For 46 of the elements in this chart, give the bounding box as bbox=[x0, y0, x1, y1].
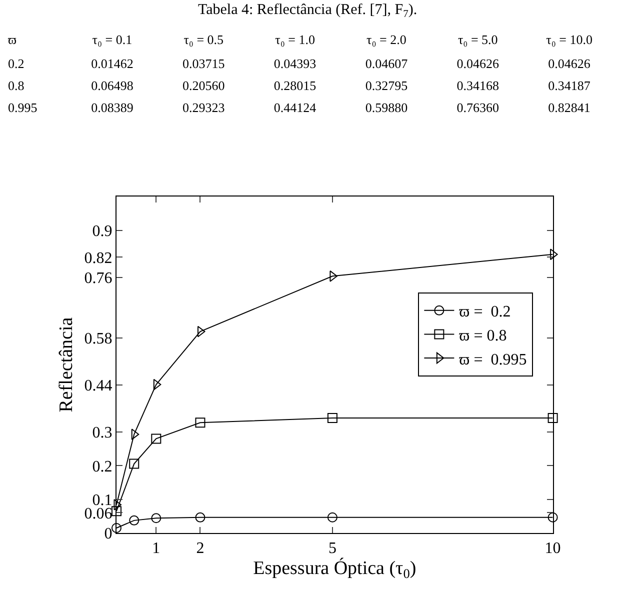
legend-label: ϖ = 0.2 bbox=[459, 304, 511, 321]
x-axis-title: Espessura Óptica (τ$_{0}$) bbox=[253, 557, 416, 582]
y-tick-label: 0.9 bbox=[92, 222, 112, 240]
y-tick-label: 0.82 bbox=[84, 250, 112, 267]
text: 0.04626 bbox=[548, 56, 591, 72]
y-tick-label: 0.3 bbox=[92, 424, 112, 442]
text: τ₀ = 10.0 bbox=[546, 32, 592, 48]
chart-title: Tabela 4: Reflectância (Ref. [7], F$_{7}$). bbox=[198, 2, 418, 20]
text: 0.03715 bbox=[182, 56, 225, 72]
text: 0.34168 bbox=[456, 78, 499, 94]
text: 0.29323 bbox=[182, 100, 225, 116]
y-tick-label: 0.44 bbox=[84, 378, 112, 395]
text: 0.2 bbox=[8, 56, 24, 72]
x-tick-label: 2 bbox=[196, 540, 204, 558]
text: 0.20560 bbox=[182, 78, 225, 94]
legend-label: ϖ = 0.995 bbox=[459, 351, 527, 368]
y-tick-label: 0.76 bbox=[84, 270, 112, 287]
x-tick-label: 1 bbox=[152, 540, 160, 558]
text: 0.28015 bbox=[274, 78, 316, 94]
text: 0.34187 bbox=[548, 78, 591, 94]
text: 0.04393 bbox=[274, 56, 316, 72]
text: 0.08389 bbox=[91, 100, 134, 116]
y-tick-label: 0 bbox=[104, 526, 112, 543]
y-axis-title: Reflectância bbox=[56, 316, 78, 412]
text: 0.32795 bbox=[365, 78, 408, 94]
text: 0.06498 bbox=[91, 78, 134, 94]
text: ϖ bbox=[8, 32, 17, 48]
text: 0.04607 bbox=[365, 56, 408, 72]
text: τ₀ = 1.0 bbox=[275, 32, 315, 48]
text: 0.59880 bbox=[365, 100, 408, 116]
text: 0.04626 bbox=[456, 56, 500, 72]
text: 0.76360 bbox=[456, 100, 499, 116]
text: 0.44124 bbox=[274, 100, 317, 116]
y-tick-label: 0.58 bbox=[84, 330, 112, 348]
text: τ₀ = 0.5 bbox=[184, 32, 224, 48]
text: 0.82841 bbox=[548, 100, 590, 116]
legend-label: ϖ = 0.8 bbox=[459, 327, 507, 344]
text: 0.8 bbox=[8, 78, 24, 94]
text: τ₀ = 2.0 bbox=[366, 32, 406, 48]
text: τ₀ = 5.0 bbox=[458, 32, 498, 48]
text: τ₀ = 0.1 bbox=[92, 32, 132, 48]
x-tick-label: 10 bbox=[544, 540, 561, 558]
y-tick-label: 0.2 bbox=[92, 458, 112, 476]
x-tick-label: 5 bbox=[328, 540, 336, 558]
text: 0.995 bbox=[8, 100, 38, 116]
text: 0.01462 bbox=[91, 56, 134, 72]
